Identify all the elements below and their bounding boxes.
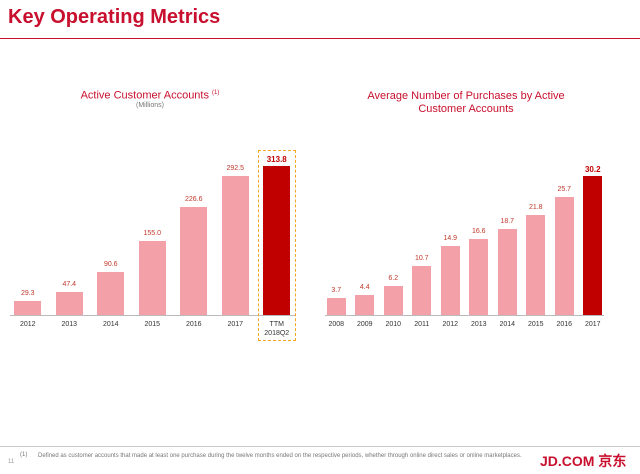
bar <box>469 238 489 315</box>
value-label: 21.8 <box>528 203 543 211</box>
chart-subtitle: (Millions) <box>136 102 164 109</box>
bar <box>263 166 291 315</box>
x-tick-label: 2017 <box>227 321 244 328</box>
axis-line <box>325 315 604 316</box>
bar <box>326 297 346 315</box>
page-number: 11 <box>8 459 15 465</box>
value-label: 4.4 <box>359 283 370 291</box>
x-tick-label: 2015 <box>144 321 161 328</box>
value-label: 226.6 <box>184 196 203 204</box>
highlight-box <box>258 150 296 341</box>
x-tick-label: 2010 <box>385 321 402 328</box>
bar <box>221 176 249 315</box>
value-label: 29.3 <box>20 290 35 298</box>
chart-title-text: Average Number of Purchases by Active Cu… <box>367 90 565 115</box>
header-rule <box>0 38 640 39</box>
x-tick-label: 2012 <box>19 321 36 328</box>
x-tick-label: 2016 <box>185 321 202 328</box>
bar <box>55 292 83 315</box>
x-tick-label: 2016 <box>556 321 573 328</box>
axis-line <box>10 315 295 316</box>
bar <box>14 301 42 315</box>
x-tick-label: 2013 <box>470 321 487 328</box>
bar <box>355 294 375 315</box>
bar <box>412 265 432 315</box>
value-label: 18.7 <box>500 217 515 225</box>
chart-title: Average Number of Purchases by Active Cu… <box>356 90 576 116</box>
bar <box>583 176 603 315</box>
bar <box>97 271 125 315</box>
x-tick-label: 2017 <box>584 321 601 328</box>
value-label: 155.0 <box>143 230 162 238</box>
value-label: 313.8 <box>266 155 287 164</box>
footnote-marker: (1) <box>20 452 28 458</box>
value-label: 10.7 <box>414 254 429 262</box>
bar <box>383 286 403 315</box>
x-tick-label: 2015 <box>527 321 544 328</box>
bar <box>138 241 166 315</box>
bar <box>497 228 517 315</box>
bar <box>440 246 460 315</box>
x-tick-label: 2009 <box>356 321 373 328</box>
x-tick-label: 2014 <box>499 321 516 328</box>
bar <box>180 207 208 315</box>
x-tick-label: 2012 <box>442 321 459 328</box>
x-tick-label: 2014 <box>102 321 119 328</box>
x-tick-label: TTM 2018Q2 <box>264 321 290 337</box>
value-label: 6.2 <box>388 275 399 283</box>
chart-title-text: Active Customer Accounts <box>80 89 209 102</box>
x-tick-label: 2013 <box>61 321 78 328</box>
value-label: 14.9 <box>443 235 458 243</box>
value-label: 16.6 <box>471 227 486 235</box>
value-label: 90.6 <box>103 260 118 268</box>
slide-title: Key Operating Metrics <box>8 6 221 28</box>
bar <box>526 214 546 315</box>
footnote-text: Defined as customer accounts that made a… <box>38 453 522 459</box>
footer-rule <box>0 446 640 447</box>
bar <box>554 196 574 315</box>
value-label: 30.2 <box>584 165 601 174</box>
value-label: 3.7 <box>331 286 342 294</box>
value-label: 47.4 <box>62 281 77 289</box>
x-tick-label: 2008 <box>328 321 345 328</box>
chart-title: Active Customer Accounts (1) <box>20 87 280 103</box>
value-label: 292.5 <box>226 165 245 173</box>
title-note: (1) <box>212 90 220 96</box>
logo: JD.COM 京东 <box>540 453 627 469</box>
x-tick-label: 2011 <box>414 321 430 328</box>
value-label: 25.7 <box>557 185 572 193</box>
